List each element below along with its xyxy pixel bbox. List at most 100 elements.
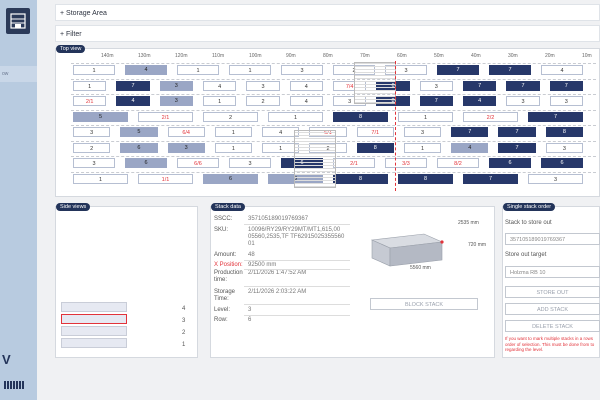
level-value: 3 xyxy=(248,307,252,313)
stack-cell[interactable]: 7 xyxy=(498,127,536,137)
stack-cell[interactable]: 7 xyxy=(498,142,536,153)
stack-cell[interactable]: 8 xyxy=(545,127,583,137)
stack-cell[interactable]: 1/1 xyxy=(138,173,193,184)
stack-cell[interactable]: 7/1 xyxy=(356,127,394,137)
stack-cell[interactable]: 2 xyxy=(203,111,258,122)
amount-value: 48 xyxy=(248,252,255,258)
sku-value: 10096/RY29/RY29MT/MT1,615,00 05560,2535,… xyxy=(248,227,345,247)
stack-cell[interactable]: 6/6 xyxy=(177,158,219,168)
stack-cell[interactable]: 1 xyxy=(73,80,107,91)
stack-cell[interactable]: 2/1 xyxy=(333,158,375,168)
single-stack-order-panel: Single stack order xyxy=(502,203,600,358)
ruler-tick: 70m xyxy=(360,53,370,59)
stack-cell[interactable]: 5 xyxy=(73,111,128,122)
stack-cell[interactable]: 8 xyxy=(333,111,388,122)
stack-cell[interactable]: 1 xyxy=(73,65,115,75)
stack-cell[interactable]: 2 xyxy=(73,142,111,153)
stack-cell[interactable]: 6 xyxy=(203,173,258,184)
stack-cell[interactable]: 7 xyxy=(528,111,583,122)
stack-data-panel: Stack data xyxy=(210,203,495,358)
stack-cell[interactable]: 3 xyxy=(246,80,280,91)
stack-cell[interactable]: 6 xyxy=(120,142,158,153)
stack-cell[interactable]: 3 xyxy=(167,142,205,153)
stack-cell[interactable]: 4 xyxy=(125,65,167,75)
stack-cell[interactable]: 2/1 xyxy=(138,111,193,122)
stack-cell[interactable]: 2/2 xyxy=(463,111,518,122)
field-divider xyxy=(244,269,350,270)
stack-cell[interactable]: 1 xyxy=(214,127,253,137)
stack-cell[interactable]: 8 xyxy=(356,142,394,153)
stack-cell[interactable]: 3 xyxy=(528,173,583,184)
width-dimension: 5560 mm xyxy=(410,265,431,271)
add-stack-button[interactable]: ADD STACK xyxy=(505,303,600,315)
stack-cell[interactable]: 1 xyxy=(229,65,271,75)
stack-cell[interactable]: 1 xyxy=(268,111,323,122)
stack-cell[interactable]: 7 xyxy=(116,80,150,91)
stack-cell[interactable]: 4 xyxy=(451,142,489,153)
stack-cell[interactable]: 3 xyxy=(549,96,583,106)
stack-cell[interactable]: 8/2 xyxy=(437,158,479,168)
stack-cell[interactable]: 1 xyxy=(73,173,128,184)
side-stack-level-3-selected[interactable] xyxy=(61,314,127,324)
stack-cell[interactable]: 6/4 xyxy=(167,127,205,137)
stack-cell[interactable]: 1 xyxy=(177,65,219,75)
stack-cell[interactable]: 4 xyxy=(289,80,323,91)
stack-cell[interactable]: 3 xyxy=(73,127,111,137)
stack-cell[interactable]: 3 xyxy=(545,142,583,153)
stack-to-store-out-field[interactable]: 357105189019769367 xyxy=(505,233,600,245)
stack-cell[interactable]: 8 xyxy=(333,173,388,184)
sidebar-item-overview[interactable]: ow xyxy=(0,66,37,82)
stack-cell[interactable]: 6 xyxy=(489,158,531,168)
stack-cell[interactable]: 8 xyxy=(398,173,453,184)
stack-cell[interactable]: 5 xyxy=(120,127,158,137)
stack-cell[interactable]: 7 xyxy=(419,96,453,106)
stack-cell[interactable]: 3 xyxy=(403,127,442,137)
field-divider xyxy=(244,260,350,261)
brand-logo: V xyxy=(2,352,11,367)
stack-cell[interactable]: 7 xyxy=(489,65,531,75)
stack-cell[interactable]: 3 xyxy=(419,80,453,91)
stack-cell[interactable]: 4 xyxy=(203,80,237,91)
side-stack-level-4[interactable] xyxy=(61,302,127,312)
stack-cell[interactable]: 7 xyxy=(437,65,479,75)
sscc-value: 357105189019769367 xyxy=(248,216,309,222)
storage-row: 5 2/1 2 1 8 1 2/2 7 xyxy=(71,109,596,123)
store-out-target-select[interactable]: Holzma RB 10 xyxy=(505,266,600,278)
side-stack-level-2[interactable] xyxy=(61,326,127,336)
stack-cell[interactable]: 7 xyxy=(463,173,518,184)
stack-cell[interactable]: 7 xyxy=(451,127,489,137)
stack-cell[interactable]: 3 xyxy=(229,158,271,168)
stack-cell[interactable]: 6 xyxy=(541,158,583,168)
stack-cell[interactable]: 4 xyxy=(463,96,497,106)
stack-cell[interactable]: 7 xyxy=(549,80,583,91)
stack-cell[interactable]: 3 xyxy=(281,65,323,75)
side-stack-level-1[interactable] xyxy=(61,338,127,348)
ruler-tick: 20m xyxy=(545,53,555,59)
filter-toggle[interactable]: + Filter xyxy=(55,25,600,42)
storage-area-toggle[interactable]: + Storage Area xyxy=(55,4,600,21)
stack-cell[interactable]: 1 xyxy=(214,142,253,153)
stack-cell[interactable]: 7 xyxy=(506,80,540,91)
depth-dimension: 2535 mm xyxy=(458,220,479,226)
stack-cell[interactable]: 2 xyxy=(246,96,280,106)
stack-cell[interactable]: 6 xyxy=(125,158,167,168)
stack-cell[interactable]: 4 xyxy=(289,96,323,106)
stack-cell[interactable]: 4 xyxy=(541,65,583,75)
ruler-tick: 100m xyxy=(249,53,262,59)
stack-cell[interactable]: 1 xyxy=(398,111,453,122)
stack-cell[interactable]: 3 xyxy=(506,96,540,106)
stack-cell[interactable]: 7 xyxy=(463,80,497,91)
stack-cell[interactable]: 1 xyxy=(203,96,237,106)
stack-cell[interactable]: 2/1 xyxy=(73,96,107,106)
stack-cell[interactable]: 1 xyxy=(403,142,442,153)
store-out-button[interactable]: STORE OUT xyxy=(505,286,600,298)
warehouse-icon[interactable] xyxy=(6,8,30,34)
block-stack-button[interactable]: BLOCK STACK xyxy=(370,298,478,310)
stack-cell[interactable]: 3 xyxy=(159,80,193,91)
stack-cell[interactable]: 3/3 xyxy=(385,158,427,168)
delete-stack-button[interactable]: DELETE STACK xyxy=(505,320,600,332)
stack-cell[interactable]: 3 xyxy=(159,96,193,106)
amount-label: Amount: xyxy=(214,252,237,258)
stack-cell[interactable]: 3 xyxy=(73,158,115,168)
stack-cell[interactable]: 4 xyxy=(116,96,150,106)
